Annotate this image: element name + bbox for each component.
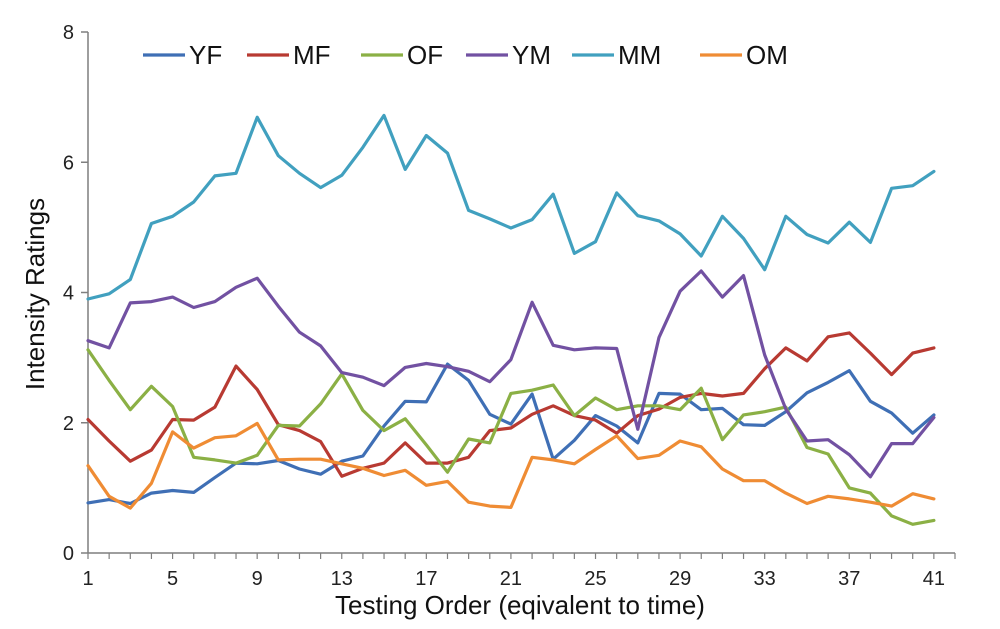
plot-area: 0 2 4 6 8 1 5 9 13 17 21 25 29 33 37 41: [63, 22, 956, 590]
y-tick-label: 4: [63, 283, 74, 305]
legend-label-mf: MF: [293, 40, 331, 70]
x-tick-label: 13: [331, 568, 353, 590]
series-line-mm: [86, 113, 936, 301]
series-line-om: [86, 421, 936, 510]
x-tick-label: 17: [415, 568, 437, 590]
series-lines: [86, 113, 936, 526]
x-tick-label: 37: [838, 568, 860, 590]
y-tick-label: 2: [63, 413, 74, 435]
x-tick-label: 25: [584, 568, 606, 590]
x-axis-ticks: 1 5 9 13 17 21 25 29 33 37 41: [82, 553, 956, 590]
x-tick-label: 41: [923, 568, 945, 590]
legend-label-of: OF: [407, 40, 443, 70]
x-tick-label: 1: [82, 568, 93, 590]
x-tick-label: 9: [252, 568, 263, 590]
series-line-ym: [86, 269, 936, 479]
series-line-mf: [86, 331, 936, 478]
legend-label-yf: YF: [189, 40, 222, 70]
series-line-yf: [86, 362, 936, 506]
legend-label-om: OM: [746, 40, 788, 70]
x-tick-label: 33: [754, 568, 776, 590]
y-axis-ticks: 0 2 4 6 8: [63, 22, 88, 565]
legend: YF MF OF YM MM OM: [143, 40, 788, 70]
x-tick-label: 29: [669, 568, 691, 590]
x-tick-label: 21: [500, 568, 522, 590]
legend-label-mm: MM: [618, 40, 661, 70]
x-tick-label: 5: [167, 568, 178, 590]
y-tick-label: 8: [63, 22, 74, 44]
y-tick-label: 6: [63, 152, 74, 174]
y-axis-title: Intensity Ratings: [20, 198, 50, 390]
y-tick-label: 0: [63, 543, 74, 565]
x-axis-title: Testing Order (eqivalent to time): [335, 590, 705, 620]
legend-label-ym: YM: [512, 40, 551, 70]
